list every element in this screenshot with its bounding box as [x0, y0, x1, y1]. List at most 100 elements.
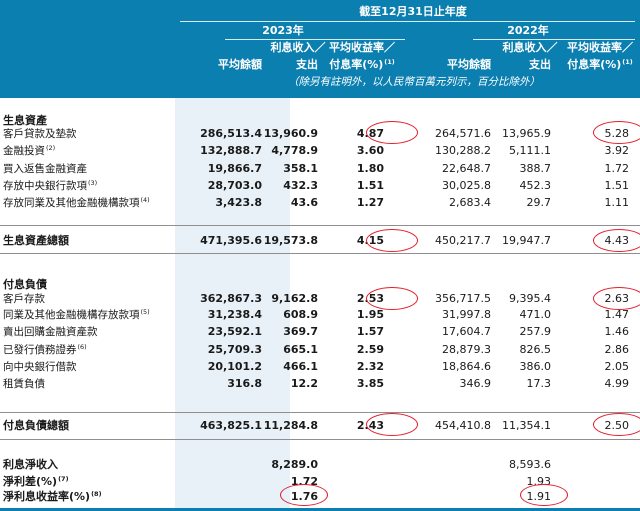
year-2022-rule	[473, 39, 635, 40]
summary-row-label: 淨利差(%)(7)	[3, 476, 69, 487]
liability-row-label: 客戶存款	[3, 293, 46, 305]
year-2023-label: 2023年	[262, 24, 304, 37]
highlight-circle-asset-total-rate-2022	[593, 229, 640, 252]
asset-row-label-text: 客戶貸款及墊款	[3, 128, 77, 140]
rate-2023-header-line1: 平均收益率／	[329, 41, 395, 54]
rate-2022-header-line2: 付息率(%)(1)	[567, 58, 633, 71]
asset-total-value-2023-col1: 471,395.6	[200, 234, 262, 247]
liability-total-value-2023-col1: 463,825.1	[200, 419, 262, 432]
liability-row-value-2022-col2: 257.9	[519, 325, 552, 338]
highlight-circle-deposit-rate-2023	[366, 287, 418, 310]
table-header	[0, 0, 640, 98]
liability-total-value-2022-col1: 454,410.8	[435, 419, 491, 432]
asset-total-label: 生息資產總額	[3, 234, 69, 247]
liability-row-label-text: 客戶存款	[3, 293, 45, 305]
asset-row-value-2022-col1: 30,025.8	[442, 179, 491, 192]
current-year-column-shade	[175, 98, 290, 511]
asset-total-top-rule	[0, 225, 640, 226]
interest-2023-header-line1: 利息收入／	[270, 41, 326, 54]
liability-row-value-2023-col2: 9,162.8	[271, 292, 318, 305]
liability-row-value-2022-col3: 2.86	[604, 343, 630, 356]
asset-row-value-2022-col2: 29.7	[526, 196, 552, 209]
liability-row-value-2022-col1: 18,864.6	[442, 360, 491, 373]
asset-row-label: 金融投資(2)	[3, 145, 55, 157]
highlight-circle-loan-rate-2022	[593, 121, 640, 144]
liability-row-value-2022-col3: 2.05	[604, 360, 630, 373]
period-label: 截至12月31日止年度	[359, 5, 467, 18]
asset-row-value-2023-col2: 358.1	[283, 162, 318, 175]
asset-row-label: 存放同業及其他金融機構款項(4)	[3, 197, 150, 209]
liability-row-value-2022-col2: 9,395.4	[509, 292, 551, 305]
asset-row-label-note: (3)	[88, 179, 98, 187]
liability-row-label: 同業及其他金融機構存放款項(5)	[3, 309, 150, 321]
asset-row-label-text: 存放同業及其他金融機構款項	[3, 197, 140, 209]
asset-row-label: 客戶貸款及墊款	[3, 128, 78, 140]
liability-row-value-2023-col1: 20,101.2	[207, 360, 262, 373]
liability-row-label: 已發行債務證券(6)	[3, 344, 87, 356]
asset-total-bottom-rule	[0, 253, 640, 254]
asset-row-label-note: (4)	[140, 196, 150, 204]
asset-row-value-2023-col3: 3.60	[356, 144, 384, 157]
asset-row-value-2022-col2: 452.3	[519, 179, 552, 192]
table-bottom-rule	[0, 508, 640, 511]
asset-row-value-2022-col1: 22,648.7	[442, 162, 491, 175]
asset-row-value-2023-col1: 132,888.7	[200, 144, 262, 157]
liability-row-value-2022-col1: 17,604.7	[442, 325, 491, 338]
liability-row-value-2022-col3: 1.46	[604, 325, 630, 338]
asset-row-value-2023-col2: 432.3	[283, 179, 318, 192]
liability-row-label-text: 同業及其他金融機構存放款項	[3, 309, 140, 321]
liability-row-label-note: (6)	[77, 343, 87, 351]
liability-row-value-2023-col3: 3.85	[356, 377, 384, 390]
liability-row-value-2023-col1: 25,709.3	[207, 343, 262, 356]
asset-row-label-note: (2)	[46, 144, 56, 152]
liability-row-value-2023-col3: 1.57	[356, 325, 384, 338]
liability-row-value-2023-col3: 1.95	[356, 308, 384, 321]
asset-row-value-2022-col1: 264,571.6	[435, 127, 491, 140]
highlight-circle-deposit-rate-2022	[593, 287, 640, 310]
liability-total-value-2022-col2: 11,354.1	[502, 419, 551, 432]
interest-2023-header-line2: 支出	[296, 58, 318, 71]
section-assets: 生息資產	[3, 114, 47, 127]
liability-total-top-rule	[0, 412, 640, 413]
asset-row-label: 存放中央銀行款項(3)	[3, 180, 97, 192]
year-2022-label: 2022年	[507, 24, 549, 37]
highlight-circle-loan-rate-2023	[366, 121, 418, 144]
liability-row-value-2022-col1: 356,717.5	[435, 292, 491, 305]
section-liabilities: 付息負債	[3, 278, 47, 291]
summary-row-value-2023: 8,289.0	[271, 458, 318, 471]
liability-row-value-2022-col2: 826.5	[519, 343, 552, 356]
liability-row-value-2023-col2: 608.9	[283, 308, 318, 321]
summary-row-label-text: 淨利差(%)	[3, 475, 58, 488]
summary-row-label-text: 淨利息收益率(%)	[3, 490, 91, 503]
summary-row-label-note: (7)	[58, 475, 69, 483]
liability-row-value-2023-col3: 2.59	[356, 343, 384, 356]
asset-row-value-2023-col3: 1.51	[356, 179, 384, 192]
liability-row-value-2022-col1: 28,879.3	[442, 343, 491, 356]
summary-row-label: 利息淨收入	[3, 459, 59, 470]
liability-total-value-2023-col2: 11,284.8	[263, 419, 318, 432]
avg-balance-2022-header: 平均餘額	[447, 58, 491, 71]
highlight-circle-nim-2023	[280, 484, 328, 506]
liability-row-label-text: 已發行債務證券	[3, 344, 77, 356]
liability-row-value-2022-col1: 31,997.8	[442, 308, 491, 321]
asset-row-value-2023-col1: 19,866.7	[207, 162, 262, 175]
highlight-circle-liability-total-rate-2023	[366, 413, 418, 436]
highlight-circle-liability-total-rate-2022	[593, 413, 640, 436]
summary-row-value-2022: 8,593.6	[509, 458, 551, 471]
asset-row-value-2023-col2: 13,960.9	[263, 127, 318, 140]
liability-row-value-2022-col3: 4.99	[604, 377, 630, 390]
summary-row-label-text: 利息淨收入	[3, 458, 58, 471]
asset-row-value-2022-col3: 3.92	[604, 144, 630, 157]
interest-2022-header-line2: 支出	[529, 58, 551, 71]
asset-total-value-2023-col2: 19,573.8	[263, 234, 318, 247]
asset-total-value-2022-col1: 450,217.7	[435, 234, 491, 247]
units-note: （除另有註明外，以人民幣百萬元列示，百分比除外）	[288, 76, 540, 88]
asset-row-value-2022-col1: 2,683.4	[449, 196, 491, 209]
liability-row-label: 向中央銀行借款	[3, 361, 78, 373]
liability-row-value-2022-col1: 346.9	[459, 377, 492, 390]
asset-row-value-2022-col2: 13,965.9	[502, 127, 551, 140]
asset-row-value-2023-col1: 286,513.4	[200, 127, 262, 140]
summary-row-value-2023: 1.72	[290, 475, 318, 488]
asset-row-value-2023-col3: 1.80	[356, 162, 384, 175]
highlight-circle-asset-total-rate-2023	[366, 229, 418, 252]
